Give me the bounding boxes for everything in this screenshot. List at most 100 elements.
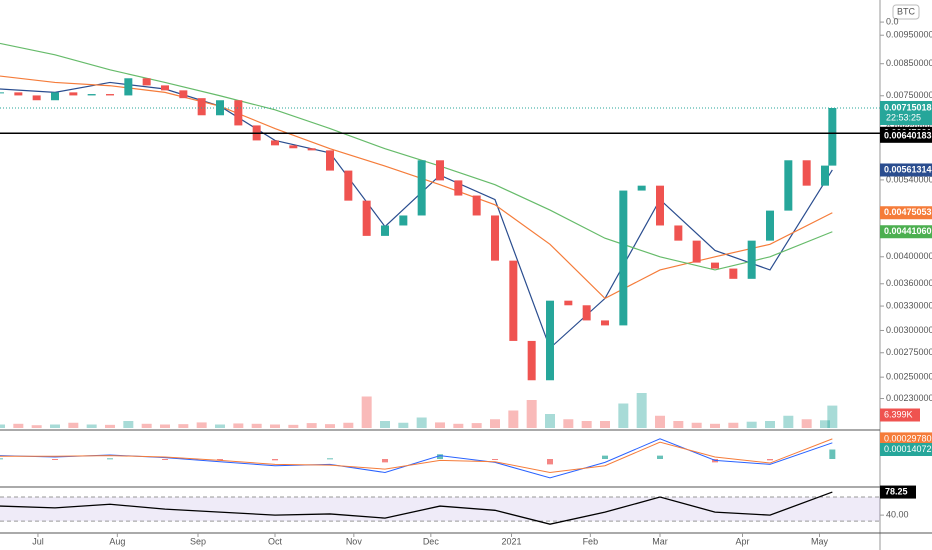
macd-histogram [107, 458, 113, 460]
macd-histogram [0, 458, 3, 460]
y-tick-label: 0.00300000 [886, 325, 932, 335]
price-label-box [880, 100, 932, 125]
x-tick-label: Sep [190, 536, 206, 546]
candle [601, 320, 609, 326]
volume-bar [673, 421, 684, 428]
x-tick-label: May [811, 536, 829, 546]
y-tick-label: 0.00230000 [886, 393, 932, 403]
candle [656, 185, 664, 226]
candle [619, 190, 628, 326]
volume-bar [545, 414, 555, 428]
macd-histogram [829, 449, 836, 459]
x-tick-label: Aug [109, 536, 125, 546]
x-tick-label: 2021 [501, 536, 521, 546]
volume-bar [325, 424, 335, 428]
candle [766, 210, 774, 241]
candle [564, 300, 573, 306]
candle [454, 180, 463, 196]
rsi-tick-label: 40.00 [886, 509, 909, 519]
volume-bar [600, 421, 610, 428]
volume-bar [618, 403, 629, 428]
price-label-box [880, 225, 932, 239]
candle [472, 195, 481, 216]
rsi-label: 78.25 [885, 486, 908, 496]
price-label: 0.00441060 [884, 226, 932, 236]
volume-bar [178, 424, 189, 428]
y-tick-label: 0.0 [886, 16, 899, 26]
candle [362, 200, 371, 236]
y-tick-label: 0.00400000 [886, 251, 932, 261]
volume-bar [783, 415, 794, 428]
volume-bar [141, 423, 152, 428]
volume-bar [655, 415, 665, 428]
volume-bar [288, 424, 299, 428]
price-label-box [880, 206, 932, 220]
candle [179, 90, 188, 99]
volume-bar [746, 421, 757, 428]
y-tick-label: 0.00250000 [886, 372, 932, 382]
candle [729, 268, 738, 279]
candle [106, 94, 114, 96]
candle [289, 145, 298, 149]
macd-label: 0.00014072 [884, 444, 932, 454]
candle [674, 225, 683, 241]
x-tick-label: Dec [423, 536, 440, 546]
macd-label-box [880, 432, 932, 446]
volume-bar [86, 424, 97, 428]
candle [161, 85, 169, 91]
candle [271, 140, 279, 146]
volume-bar [471, 423, 482, 428]
price-label: 0.00561314 [884, 164, 932, 174]
volume-bar [636, 393, 647, 428]
macd-histogram [437, 454, 443, 459]
macd-histogram [382, 459, 388, 463]
price-label-box [880, 129, 932, 143]
volume-bar [416, 417, 427, 428]
candle [582, 305, 591, 321]
volume-bar [728, 422, 739, 428]
candle [142, 78, 151, 86]
macd-histogram [217, 459, 223, 461]
candle [546, 300, 554, 381]
volume-bar [306, 423, 317, 428]
macd-histogram [52, 459, 58, 460]
currency-badge [892, 4, 920, 20]
y-tick-label: 0.00850000 [886, 58, 932, 68]
candle [51, 92, 59, 101]
candle [784, 160, 793, 211]
x-tick-label: Mar [652, 536, 668, 546]
x-tick-label: Feb [583, 536, 599, 546]
candle [344, 170, 353, 201]
volume-bar [361, 396, 372, 428]
macd-label: 0.00029780 [884, 433, 932, 443]
price-label: 0.00715018 [884, 102, 932, 112]
volume-bar [270, 424, 280, 428]
volume-bar [801, 419, 812, 428]
macd-histogram [767, 459, 773, 461]
volume-bar [765, 421, 775, 428]
macd-line [0, 438, 833, 474]
rsi-label-box [880, 485, 916, 499]
volume-bar [526, 400, 537, 428]
volume-label: 6.399K [884, 409, 913, 419]
candle [326, 150, 334, 171]
volume-label-box [880, 408, 920, 422]
volume-bar [710, 423, 720, 428]
volume-bar [435, 422, 445, 428]
macd-histogram [657, 455, 663, 459]
candle [32, 95, 41, 101]
candle [692, 240, 701, 263]
x-tick-label: Oct [268, 536, 283, 546]
candle [436, 160, 444, 181]
volume-bar [251, 423, 262, 428]
candle [14, 92, 23, 96]
volume-bar [691, 422, 702, 428]
candle [747, 240, 756, 279]
candle [821, 165, 829, 186]
macd-histogram [327, 458, 333, 460]
candle [711, 262, 719, 269]
volume-bar [31, 425, 42, 428]
x-tick-label: Nov [346, 536, 363, 546]
y-tick-label: 0.00360000 [886, 278, 932, 288]
